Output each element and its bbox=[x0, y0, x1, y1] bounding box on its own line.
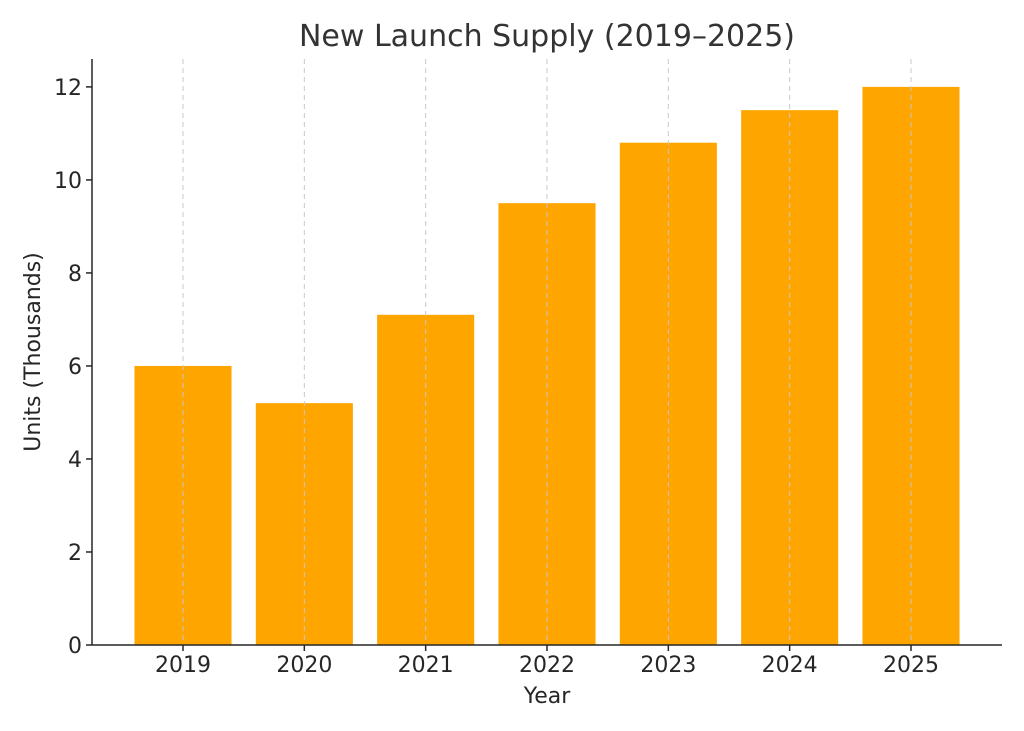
grid-layer bbox=[182, 59, 912, 645]
x-ticks: 2019 2020 2021 2022 2023 2024 2025 bbox=[155, 645, 939, 678]
x-tick-label-2021: 2021 bbox=[398, 653, 454, 678]
x-tick-label-2019: 2019 bbox=[155, 653, 211, 678]
bar-2021 bbox=[377, 314, 475, 645]
y-tick-label-8: 8 bbox=[68, 262, 82, 287]
x-tick-label-2024: 2024 bbox=[762, 653, 818, 678]
y-tick-label-2: 2 bbox=[68, 541, 82, 566]
bar-2020 bbox=[255, 403, 353, 645]
chart-title: New Launch Supply (2019–2025) bbox=[299, 19, 795, 54]
y-tick-label-0: 0 bbox=[68, 634, 82, 659]
y-tick-label-12: 12 bbox=[54, 76, 82, 101]
y-axis-label: Units (Thousands) bbox=[21, 252, 46, 452]
x-tick-label-2025: 2025 bbox=[883, 653, 939, 678]
x-tick-label-2020: 2020 bbox=[276, 653, 332, 678]
x-axis-label: Year bbox=[523, 684, 572, 709]
y-tick-label-6: 6 bbox=[68, 355, 82, 380]
y-tick-label-4: 4 bbox=[68, 448, 82, 473]
x-tick-label-2022: 2022 bbox=[519, 653, 575, 678]
x-tick-label-2023: 2023 bbox=[640, 653, 696, 678]
y-tick-label-10: 10 bbox=[54, 169, 82, 194]
y-ticks: 0 2 4 6 8 10 12 bbox=[54, 76, 92, 659]
